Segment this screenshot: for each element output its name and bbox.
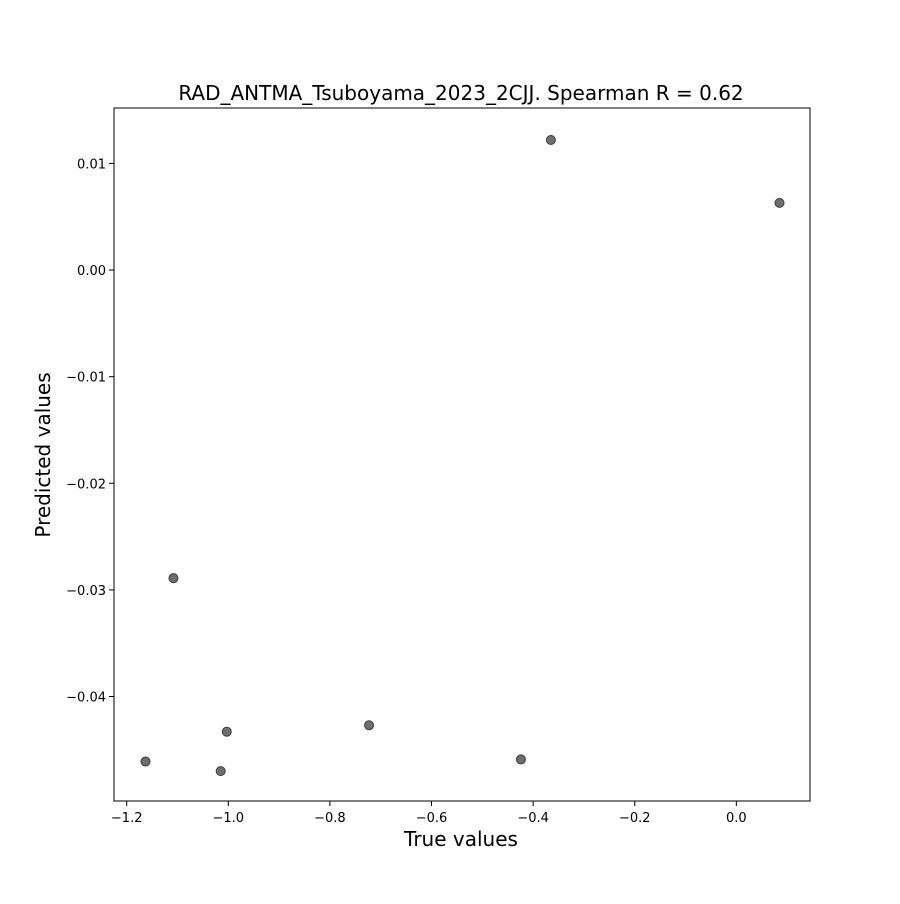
scatter-point <box>140 756 151 767</box>
x-tick-label: 0.0 <box>726 811 747 826</box>
x-tick-label: −0.8 <box>314 811 346 826</box>
y-axis-ticks: 0.01 0.00 −0.01 −0.02 −0.03 −0.04 <box>66 157 114 706</box>
scatter-point <box>364 720 375 731</box>
y-tick-label: −0.01 <box>66 371 106 386</box>
scatter-point <box>545 134 556 145</box>
plot-area-frame <box>113 107 811 802</box>
y-tick-label: 0.00 <box>77 264 106 279</box>
scatter-point <box>168 573 179 584</box>
y-tick-label: −0.02 <box>66 477 106 492</box>
scatter-point <box>774 197 785 208</box>
y-tick-label: 0.01 <box>77 157 106 172</box>
scatter-point <box>221 726 232 737</box>
x-axis-label: True values <box>403 827 518 851</box>
x-tick-label: −0.2 <box>619 811 651 826</box>
x-tick-label: −1.2 <box>111 811 143 826</box>
scatter-point <box>515 754 526 765</box>
chart-title: RAD_ANTMA_Tsuboyama_2023_2CJJ. Spearman … <box>178 81 743 105</box>
x-tick-label: −0.6 <box>416 811 448 826</box>
y-tick-label: −0.04 <box>66 691 106 706</box>
data-points <box>140 134 785 777</box>
y-axis-label: Predicted values <box>31 372 55 537</box>
y-tick-label: −0.03 <box>66 584 106 599</box>
x-axis-ticks: −1.2 −1.0 −0.8 −0.6 −0.4 −0.2 0.0 <box>111 801 747 826</box>
x-tick-label: −0.4 <box>517 811 549 826</box>
scatter-point <box>215 766 226 777</box>
x-tick-label: −1.0 <box>213 811 245 826</box>
